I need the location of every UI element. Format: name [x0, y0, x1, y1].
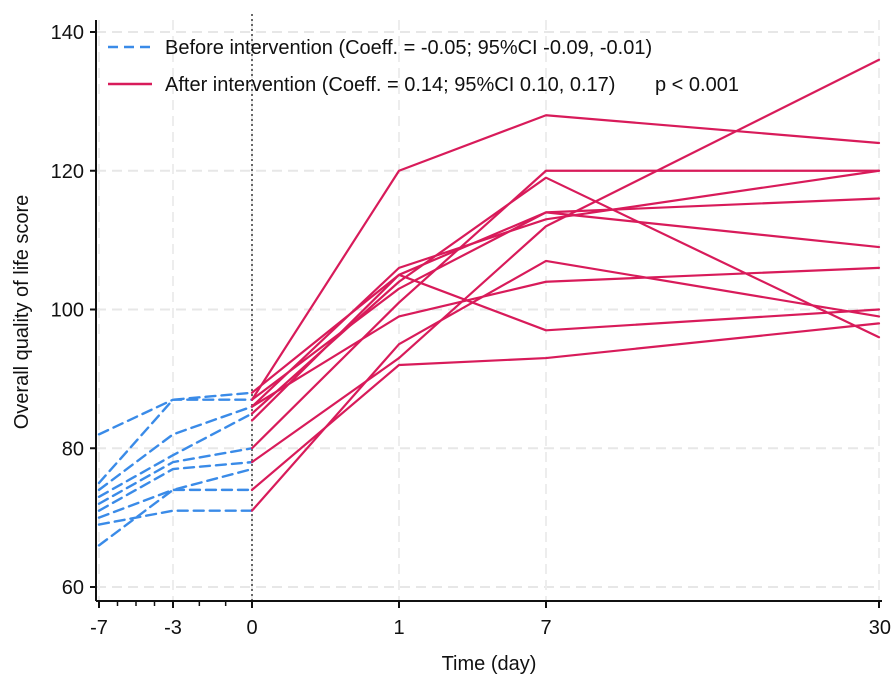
after-series-line-12 [250, 211, 881, 394]
before-series-line-4 [97, 412, 254, 499]
y-tick-label: 120 [51, 161, 84, 183]
before-series-line-9 [97, 467, 254, 547]
x-tick-label: -7 [90, 617, 108, 639]
x-tick-label: -3 [164, 617, 182, 639]
x-tick-label: 1 [393, 617, 404, 639]
after-series-line-10 [250, 114, 881, 401]
x-tick-label: 0 [246, 617, 257, 639]
after-series-line-18 [250, 58, 881, 464]
y-tick-label: 100 [51, 300, 84, 322]
p-value-annotation: p < 0.001 [655, 74, 739, 96]
x-tick-label: 30 [869, 617, 891, 639]
y-tick-label: 140 [51, 22, 84, 44]
x-axis-title: Time (day) [442, 653, 537, 675]
y-tick-label: 80 [62, 438, 84, 460]
legend-after-label: After intervention (Coeff. = 0.14; 95%CI… [165, 74, 615, 96]
before-series-line-5 [97, 447, 254, 505]
after-series-line-15 [250, 266, 881, 408]
y-axis-title: Overall quality of life score [11, 195, 33, 430]
before-series-line-2 [97, 391, 254, 485]
after-series-line-20 [250, 273, 881, 422]
series-layer [97, 58, 881, 547]
after-series-line-16 [250, 197, 881, 401]
grid-layer [96, 14, 880, 601]
x-tick-label: 7 [540, 617, 551, 639]
after-series-line-14 [250, 169, 881, 450]
before-series-line-8 [97, 509, 254, 526]
y-tick-label: 60 [62, 577, 84, 599]
before-series-line-7 [97, 488, 254, 519]
before-series-line-3 [97, 405, 254, 492]
axis-layer: 60 80 100 120 140 -7 -3 0 1 7 30 Time (day) Overall … [11, 20, 891, 675]
legend: Before intervention (Coeff. = -0.05; 95%… [108, 37, 739, 96]
before-series-line-6 [97, 460, 254, 512]
legend-before-label: Before intervention (Coeff. = -0.05; 95%… [165, 37, 652, 59]
